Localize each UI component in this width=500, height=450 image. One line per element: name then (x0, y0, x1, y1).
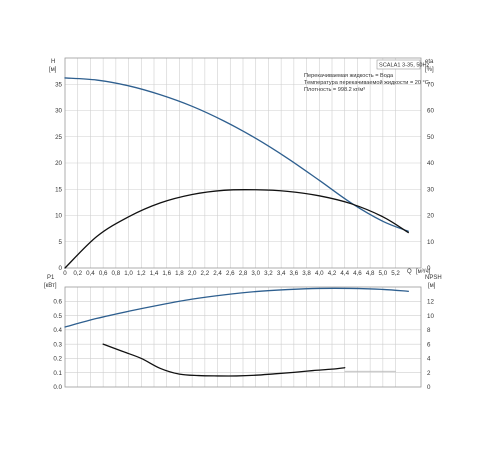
model-box (376, 59, 421, 70)
x-tick-label: 4,2 (328, 270, 337, 277)
y-left-tick-label: 0.2 (53, 356, 62, 363)
series-line-0-1 (64, 189, 409, 269)
x-tick-label: 4,8 (366, 270, 375, 277)
top-right-axis-label: eta (425, 59, 434, 65)
y-right-tick-label: 60 (427, 108, 434, 115)
y-right-tick-label: 40 (427, 160, 434, 167)
y-right-tick-label: 12 (427, 298, 434, 305)
y-left-tick-label: 5 (59, 239, 63, 246)
x-tick-label: 3,6 (290, 270, 299, 277)
density-line: Плотность = 998.2 кг/м³ (304, 87, 365, 93)
bottom-left-axis-label: P1 (47, 275, 55, 281)
x-tick-label: 0 (63, 270, 67, 277)
x-axis-label: Q (407, 269, 412, 275)
x-tick-label: 3,0 (251, 270, 260, 277)
y-left-tick-label: 0.0 (53, 384, 62, 391)
x-tick-label: 3,4 (277, 270, 286, 277)
x-tick-label: 2,0 (188, 270, 197, 277)
y-right-tick-label: 8 (427, 327, 431, 334)
x-tick-label: 2,4 (213, 270, 222, 277)
series-line-1-1 (102, 343, 346, 377)
y-left-tick-label: 25 (55, 134, 62, 141)
y-right-tick-label: 30 (427, 186, 434, 193)
top-left-axis-unit: [м] (49, 67, 57, 73)
y-left-tick-label: 0.3 (53, 341, 62, 348)
x-tick-label: 0,8 (112, 270, 121, 277)
y-right-tick-label: 0 (427, 384, 431, 391)
x-tick-label: 2,2 (201, 270, 210, 277)
temperature-line: Температура перекачиваемой жидкости = 20… (304, 79, 429, 86)
y-right-tick-label: 50 (427, 134, 434, 141)
x-tick-label: 3,2 (264, 270, 273, 277)
y-left-tick-label: 20 (55, 160, 62, 167)
bottom-right-axis-label: NPSH (425, 275, 442, 281)
y-left-tick-label: 30 (55, 108, 62, 115)
top-panel-frame (64, 57, 422, 269)
x-tick-label: 4,0 (315, 270, 324, 277)
y-right-tick-label: 4 (427, 356, 431, 363)
bottom-right-axis-unit: [м] (428, 283, 436, 289)
bottom-panel-frame (64, 286, 422, 388)
bottom-left-axis-unit: [кВт] (44, 283, 57, 289)
y-left-tick-label: 0.4 (53, 327, 62, 334)
y-right-tick-label: 10 (427, 239, 434, 246)
x-tick-label: 1,6 (162, 270, 171, 277)
y-right-tick-label: 0 (427, 265, 431, 272)
y-left-tick-label: 0.1 (53, 370, 62, 377)
x-tick-label: 1,8 (175, 270, 184, 277)
y-left-tick-label: 15 (55, 186, 62, 193)
x-tick-label: 2,6 (226, 270, 235, 277)
x-tick-label: 5,0 (379, 270, 388, 277)
x-tick-label: 4,6 (353, 270, 362, 277)
y-right-tick-label: 20 (427, 213, 434, 220)
y-left-tick-label: 10 (55, 213, 62, 220)
y-left-tick-label: 0.6 (53, 298, 62, 305)
x-tick-label: 5,2 (391, 270, 400, 277)
series-line-1-0 (64, 287, 409, 328)
model-label: SCALA1 3-35, 50Hz (379, 63, 430, 69)
x-tick-label: 3,8 (302, 270, 311, 277)
x-tick-label: 0,2 (73, 270, 82, 277)
top-right-axis-unit: [%] (425, 67, 434, 73)
bottom-panel-ticks: 0.0 0.1 0.2 0.3 0.4 0.5 0.6 0 2 4 6 8 10 12 (53, 298, 434, 391)
y-left-tick-label: 35 (55, 81, 62, 88)
top-left-axis-label: H (51, 59, 55, 65)
y-right-tick-label: 70 (427, 81, 434, 88)
fluid-line: Перекачиваемая жидкость = Вода (304, 73, 394, 79)
y-right-tick-label: 10 (427, 313, 434, 320)
x-axis-unit: [м³/ч] (416, 269, 431, 275)
x-tick-label: 1,0 (124, 270, 133, 277)
x-tick-label: 1,2 (137, 270, 146, 277)
y-right-tick-label: 2 (427, 370, 431, 377)
x-tick-label: 4,4 (340, 270, 349, 277)
x-tick-label: 1,4 (150, 270, 159, 277)
x-tick-label: 2,8 (239, 270, 248, 277)
y-left-tick-label: 0 (59, 265, 63, 272)
bottom-panel-grid (65, 287, 421, 387)
y-right-tick-label: 6 (427, 341, 431, 348)
top-panel-series (64, 77, 409, 269)
bottom-panel-series (64, 287, 409, 377)
x-tick-label: 0,4 (86, 270, 95, 277)
y-left-tick-label: 0.5 (53, 313, 62, 320)
top-panel-ticks: 0 0,2 0,4 0,6 0,8 1,0 1,2 1,4 1,6 1,8 2,0 2,2 2,4 2,6… (55, 81, 434, 277)
top-panel-grid (65, 58, 421, 268)
info-box: SCALA1 3-35, 50Hz Перекачиваемая жидкост… (304, 59, 430, 93)
x-tick-label: 0,6 (99, 270, 108, 277)
